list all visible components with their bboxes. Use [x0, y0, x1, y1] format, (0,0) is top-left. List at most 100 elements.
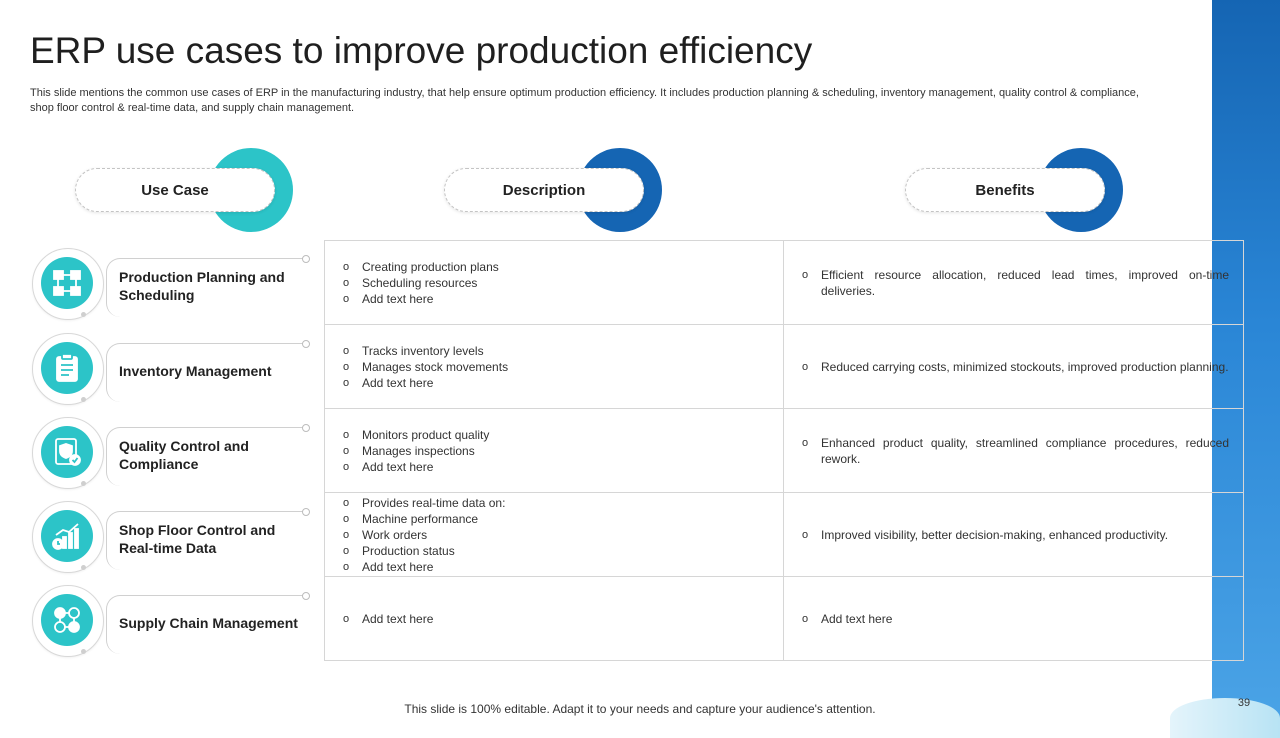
bullet-item: o Add text here [343, 291, 765, 307]
decorative-dot [81, 565, 86, 570]
use-case-label: Shop Floor Control and Real-time Data [119, 522, 276, 556]
bullet-item: o Manages inspections [343, 443, 765, 459]
table-row: o Add text here o Add text here [324, 576, 1244, 661]
decorative-dot [81, 397, 86, 402]
bullet-text: Tracks inventory levels [362, 343, 484, 358]
benefit-cell: o Add text here [783, 576, 1244, 661]
table-row: o Tracks inventory levels o Manages stock … [324, 324, 1244, 409]
bullet-text: Creating production plans [362, 259, 499, 274]
header-use-case: Use Case [75, 148, 293, 232]
page-number: 39 [1237, 697, 1251, 709]
bullet-text: Provides real-time data on: [362, 495, 506, 510]
bullet-marker: o [343, 376, 350, 389]
use-case-row: Inventory Management [30, 333, 320, 409]
bullet-marker: o [343, 460, 350, 473]
benefit-text: Reduced carrying costs, minimized stocko… [821, 359, 1229, 374]
bullet-marker: o [802, 268, 809, 281]
bullet-item: o Improved visibility, better decision-ma… [802, 527, 1229, 543]
benefit-cell: o Efficient resource allocation, reduced … [783, 240, 1244, 325]
bullet-item: o Scheduling resources [343, 275, 765, 291]
bullet-marker: o [343, 560, 350, 573]
use-case-row: Production Planning and Scheduling [30, 248, 320, 324]
use-case-row: Quality Control and Compliance [30, 417, 320, 493]
header-pill-description: Description [444, 168, 644, 212]
bullet-marker: o [802, 360, 809, 373]
decorative-dot [81, 481, 86, 486]
bracket-connector [106, 511, 307, 570]
chart-clock-icon [41, 510, 93, 562]
benefit-text: Enhanced product quality, streamlined co… [821, 435, 1229, 466]
decorative-dot [81, 312, 86, 317]
bullet-text: Machine performance [362, 511, 479, 526]
bullet-item: o Production status [343, 543, 765, 559]
quality-shield-icon [41, 426, 93, 478]
bullet-item: o Add text here [343, 459, 765, 475]
bullet-marker: o [343, 428, 350, 441]
use-case-label: Supply Chain Management [119, 615, 298, 631]
bullet-marker: o [343, 260, 350, 273]
description-cell: o Creating production plans o Scheduling r… [324, 240, 784, 325]
connector-dot [302, 424, 310, 432]
inventory-clipboard-icon [41, 342, 93, 394]
bullet-item: o Monitors product quality [343, 427, 765, 443]
connector-dot [302, 340, 310, 348]
bullet-text: Monitors product quality [362, 427, 490, 442]
use-case-row: Supply Chain Management [30, 585, 320, 661]
use-case-label: Quality Control and Compliance [119, 438, 249, 472]
benefit-cell: o Improved visibility, better decision-ma… [783, 492, 1244, 577]
bullet-item: o Add text here [343, 611, 765, 627]
bullet-text: Work orders [362, 527, 428, 542]
bullet-item: o Creating production plans [343, 259, 765, 275]
header-description: Description [444, 148, 662, 232]
bullet-marker: o [343, 360, 350, 373]
bullet-marker: o [802, 612, 809, 625]
connector-dot [302, 255, 310, 263]
slide-subtitle: This slide mentions the common use cases… [30, 87, 1139, 114]
description-cell: o Add text here [324, 576, 784, 661]
footer-note: This slide is 100% editable. Adapt it to… [404, 702, 876, 716]
table-row: o Provides real-time data on: o Machine pe… [324, 492, 1244, 577]
bullet-marker: o [343, 292, 350, 305]
bullet-marker: o [343, 496, 350, 509]
use-case-label: Inventory Management [119, 363, 272, 379]
use-case-row: Shop Floor Control and Real-time Data [30, 501, 320, 577]
bullet-item: o Machine performance [343, 511, 765, 527]
bullet-marker: o [343, 612, 350, 625]
bullet-marker: o [802, 436, 809, 449]
header-pill-use-case: Use Case [75, 168, 275, 212]
connector-dot [302, 508, 310, 516]
description-cell: o Monitors product quality o Manages inspe… [324, 408, 784, 493]
bullet-item: o Provides real-time data on: [343, 495, 765, 511]
bullet-item: o Work orders [343, 527, 765, 543]
bullet-text: Add text here [362, 291, 434, 306]
bullet-marker: o [343, 528, 350, 541]
bracket-connector [106, 258, 307, 317]
bullet-item: o Add text here [343, 559, 765, 575]
bullet-item: o Add text here [343, 375, 765, 391]
bullet-text: Scheduling resources [362, 275, 478, 290]
table-row: o Creating production plans o Scheduling r… [324, 240, 1244, 325]
benefit-text: Improved visibility, better decision-mak… [821, 527, 1169, 542]
bullet-text: Production status [362, 543, 455, 558]
bullet-marker: o [343, 344, 350, 357]
slide-title: ERP use cases to improve production effi… [30, 30, 813, 71]
bullet-marker: o [343, 512, 350, 525]
bullet-item: o Enhanced product quality, streamlined c… [802, 435, 1229, 467]
bullet-text: Manages stock movements [362, 359, 509, 374]
bracket-connector [106, 343, 307, 402]
benefit-cell: o Reduced carrying costs, minimized stock… [783, 324, 1244, 409]
bullet-item: o Add text here [802, 611, 1229, 627]
connector-dot [302, 592, 310, 600]
bullet-marker: o [343, 544, 350, 557]
benefit-text: Efficient resource allocation, reduced l… [821, 267, 1229, 298]
bullet-marker: o [343, 276, 350, 289]
bullet-marker: o [343, 444, 350, 457]
bracket-connector [106, 595, 307, 654]
use-case-table: o Creating production plans o Scheduling r… [324, 240, 1244, 661]
table-row: o Monitors product quality o Manages inspe… [324, 408, 1244, 493]
bracket-connector [106, 427, 307, 486]
benefit-cell: o Enhanced product quality, streamlined c… [783, 408, 1244, 493]
production-planning-icon [41, 257, 93, 309]
use-case-label: Production Planning and Scheduling [119, 269, 285, 303]
bullet-text: Add text here [362, 459, 434, 474]
